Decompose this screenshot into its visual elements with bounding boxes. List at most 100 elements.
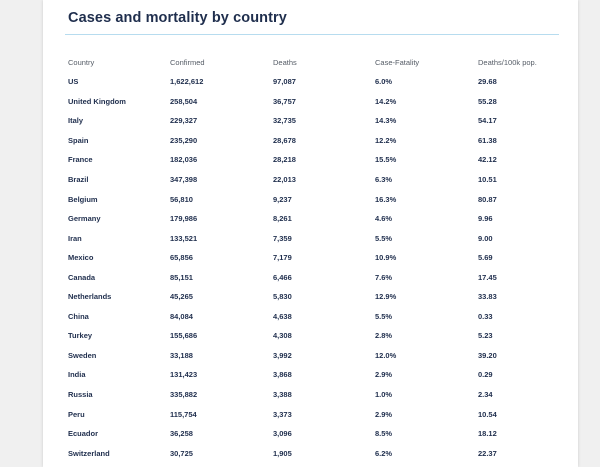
confirmed-cell: 131,423 — [170, 370, 198, 380]
country-cell: China — [68, 311, 89, 321]
case-fatality-cell: 1.0% — [375, 390, 393, 400]
case-fatality-cell: 14.2% — [375, 96, 397, 106]
country-cell: Turkey — [68, 331, 93, 341]
deaths-per-100k-cell: 18.12 — [478, 429, 497, 439]
case-fatality-cell: 2.8% — [375, 331, 393, 341]
confirmed-cell: 30,725 — [170, 448, 193, 458]
case-fatality-cell: 7.6% — [375, 272, 393, 282]
deaths-cell: 3,868 — [273, 370, 292, 380]
deaths-cell: 97,087 — [273, 77, 296, 87]
confirmed-cell: 33,188 — [170, 350, 193, 360]
deaths-per-100k-cell: 22.37 — [478, 448, 497, 458]
case-fatality-cell: 2.9% — [375, 370, 393, 380]
case-fatality-cell: 8.5% — [375, 429, 393, 439]
column-header-confirmed: Confirmed — [170, 57, 205, 67]
table-row: Canada 85,151 6,466 7.6% 17.45 — [63, 267, 558, 287]
deaths-per-100k-cell: 0.33 — [478, 311, 493, 321]
page-title: Cases and mortality by country — [68, 10, 287, 26]
case-fatality-cell: 4.6% — [375, 214, 393, 224]
deaths-cell: 7,179 — [273, 253, 292, 263]
confirmed-cell: 155,686 — [170, 331, 198, 341]
confirmed-cell: 258,504 — [170, 96, 198, 106]
confirmed-cell: 36,258 — [170, 429, 193, 439]
column-header-deaths: Deaths — [273, 57, 297, 67]
confirmed-cell: 65,856 — [170, 253, 193, 263]
country-cell: Mexico — [68, 253, 94, 263]
deaths-per-100k-cell: 2.34 — [478, 390, 493, 400]
table-row: Belgium 56,810 9,237 16.3% 80.87 — [63, 189, 558, 209]
deaths-cell: 3,373 — [273, 409, 292, 419]
column-header-deaths-per-100k: Deaths/100k pop. — [478, 57, 537, 67]
deaths-cell: 9,237 — [273, 194, 292, 204]
table-body: US 1,622,612 97,087 6.0% 29.68 United Kingdom… — [63, 72, 558, 463]
table-row: China 84,084 4,638 5.5% 0.33 — [63, 307, 558, 327]
deaths-per-100k-cell: 9.00 — [478, 233, 493, 243]
confirmed-cell: 1,622,612 — [170, 77, 204, 87]
deaths-cell: 32,735 — [273, 116, 296, 126]
deaths-per-100k-cell: 17.45 — [478, 272, 497, 282]
deaths-per-100k-cell: 55.28 — [478, 96, 497, 106]
confirmed-cell: 115,754 — [170, 409, 197, 419]
country-cell: Canada — [68, 272, 96, 282]
country-cell: Russia — [68, 390, 93, 400]
cases-table: Country Confirmed Deaths Case-Fatality D… — [63, 52, 558, 463]
table-row: Turkey 155,686 4,308 2.8% 5.23 — [63, 326, 558, 346]
deaths-cell: 22,013 — [273, 175, 296, 184]
confirmed-cell: 85,151 — [170, 272, 193, 282]
confirmed-cell: 347,398 — [170, 175, 198, 184]
case-fatality-cell: 14.3% — [375, 116, 397, 126]
deaths-per-100k-cell: 5.23 — [478, 331, 493, 341]
confirmed-cell: 56,810 — [170, 194, 193, 204]
case-fatality-cell: 12.9% — [375, 292, 397, 302]
table-header-row: Country Confirmed Deaths Case-Fatality D… — [63, 52, 558, 72]
country-cell: United Kingdom — [68, 96, 126, 106]
case-fatality-cell: 12.0% — [375, 350, 397, 360]
case-fatality-cell: 6.0% — [375, 77, 393, 87]
country-cell: France — [68, 155, 93, 165]
table-row: France 182,036 28,218 15.5% 42.12 — [63, 150, 558, 170]
table-row: Mexico 65,856 7,179 10.9% 5.69 — [63, 248, 558, 268]
case-fatality-cell: 16.3% — [375, 194, 397, 204]
deaths-cell: 4,308 — [273, 331, 292, 341]
country-cell: India — [68, 370, 86, 380]
country-cell: US — [68, 77, 79, 87]
table-row: Germany 179,986 8,261 4.6% 9.96 — [63, 209, 558, 229]
case-fatality-cell: 6.2% — [375, 448, 393, 458]
case-fatality-cell: 15.5% — [375, 155, 397, 165]
table-row: United Kingdom 258,504 36,757 14.2% 55.28 — [63, 92, 558, 112]
confirmed-cell: 45,265 — [170, 292, 193, 302]
case-fatality-cell: 5.5% — [375, 233, 393, 243]
case-fatality-cell: 10.9% — [375, 253, 397, 263]
title-divider — [65, 34, 559, 35]
deaths-per-100k-cell: 10.51 — [478, 175, 497, 184]
table-row: Ecuador 36,258 3,096 8.5% 18.12 — [63, 424, 558, 444]
case-fatality-cell: 12.2% — [375, 135, 397, 145]
table-row: Spain 235,290 28,678 12.2% 61.38 — [63, 131, 558, 151]
country-cell: Belgium — [68, 194, 98, 204]
deaths-cell: 1,905 — [273, 448, 292, 458]
deaths-per-100k-cell: 9.96 — [478, 214, 493, 224]
deaths-per-100k-cell: 39.20 — [478, 350, 497, 360]
column-header-case-fatality: Case-Fatality — [375, 57, 420, 67]
deaths-per-100k-cell: 5.69 — [478, 253, 493, 263]
table-row: Brazil 347,398 22,013 6.3% 10.51 — [63, 170, 558, 190]
country-cell: Ecuador — [68, 429, 99, 439]
deaths-cell: 7,359 — [273, 233, 292, 243]
deaths-per-100k-cell: 0.29 — [478, 370, 493, 380]
confirmed-cell: 335,882 — [170, 390, 198, 400]
table-row: Italy 229,327 32,735 14.3% 54.17 — [63, 111, 558, 131]
deaths-cell: 3,992 — [273, 350, 292, 360]
table-row: US 1,622,612 97,087 6.0% 29.68 — [63, 72, 558, 92]
case-fatality-cell: 6.3% — [375, 175, 393, 184]
deaths-cell: 6,466 — [273, 272, 292, 282]
country-cell: Netherlands — [68, 292, 112, 302]
deaths-per-100k-cell: 42.12 — [478, 155, 497, 165]
country-cell: Iran — [68, 233, 82, 243]
confirmed-cell: 235,290 — [170, 135, 198, 145]
deaths-per-100k-cell: 61.38 — [478, 135, 497, 145]
case-fatality-cell: 2.9% — [375, 409, 393, 419]
deaths-cell: 3,388 — [273, 390, 292, 400]
deaths-cell: 3,096 — [273, 429, 292, 439]
deaths-cell: 28,678 — [273, 135, 296, 145]
deaths-per-100k-cell: 10.54 — [478, 409, 497, 419]
